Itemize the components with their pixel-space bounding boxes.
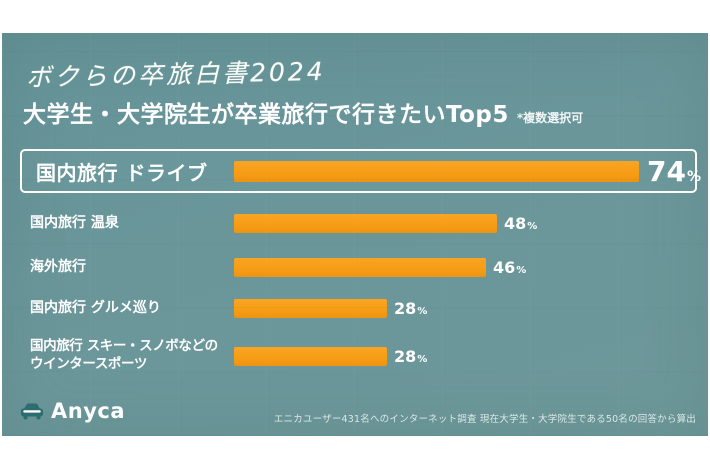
value-number: 28 (394, 298, 417, 318)
bar-label-rank5: 国内旅行 スキー・スノボなどの ウインタースポーツ (30, 338, 218, 372)
page-title: 大学生・大学院生が卒業旅行で行きたいTop5 (23, 102, 509, 128)
bar-rank4 (234, 298, 387, 318)
bar-label-rank4: 国内旅行 グルメ巡り (30, 299, 161, 316)
bar-value-rank2: 48% (504, 214, 537, 233)
value-unit: % (417, 353, 428, 365)
value-number: 74 (647, 154, 686, 188)
bar-value-rank4: 28% (394, 299, 427, 318)
bar-rank5 (234, 346, 387, 366)
bar-value-rank1: 74% (647, 155, 701, 188)
survey-source-note: エニカユーザー431名へのインターネット調査 現在大学生・大学院生である50名の… (273, 414, 696, 425)
value-unit: % (417, 305, 428, 317)
chart-row-rank3: 海外旅行 46% (30, 247, 526, 287)
value-number: 48 (504, 213, 527, 233)
title-row: 大学生・大学院生が卒業旅行で行きたいTop5 *複数選択可 (23, 95, 583, 129)
bar-rank3 (234, 257, 486, 277)
value-unit: % (686, 168, 701, 185)
bar-rank1 (234, 160, 639, 182)
bar-label-rank1: 国内旅行 ドライブ (36, 160, 208, 185)
bar-label-rank3: 海外旅行 (30, 258, 86, 275)
handwritten-subtitle: ボクらの卒旅白書2024 (25, 56, 326, 93)
bar-value-rank3: 46% (493, 258, 526, 277)
multiple-choice-note: *複数選択可 (516, 111, 584, 125)
value-number: 28 (394, 346, 417, 366)
chart-row-rank2: 国内旅行 温泉 48% (30, 203, 537, 243)
value-unit: % (516, 264, 527, 276)
bar-label-rank2: 国内旅行 温泉 (30, 214, 119, 231)
chart-row-rank5: 国内旅行 スキー・スノボなどの ウインタースポーツ 28% (30, 333, 427, 379)
bar-value-rank5: 28% (394, 347, 427, 366)
chart-row-rank1: 国内旅行 ドライブ 74% (20, 149, 701, 193)
car-icon (20, 402, 44, 420)
bar-rank2 (234, 213, 497, 233)
infographic-card: ボクらの卒旅白書2024 大学生・大学院生が卒業旅行で行きたいTop5 *複数選択… (2, 33, 708, 436)
value-unit: % (527, 220, 538, 232)
chart-row-rank4: 国内旅行 グルメ巡り 28% (30, 288, 427, 328)
logo-wordmark: Anyca (51, 399, 126, 423)
value-number: 46 (493, 257, 516, 277)
anyca-logo: Anyca (20, 399, 125, 423)
